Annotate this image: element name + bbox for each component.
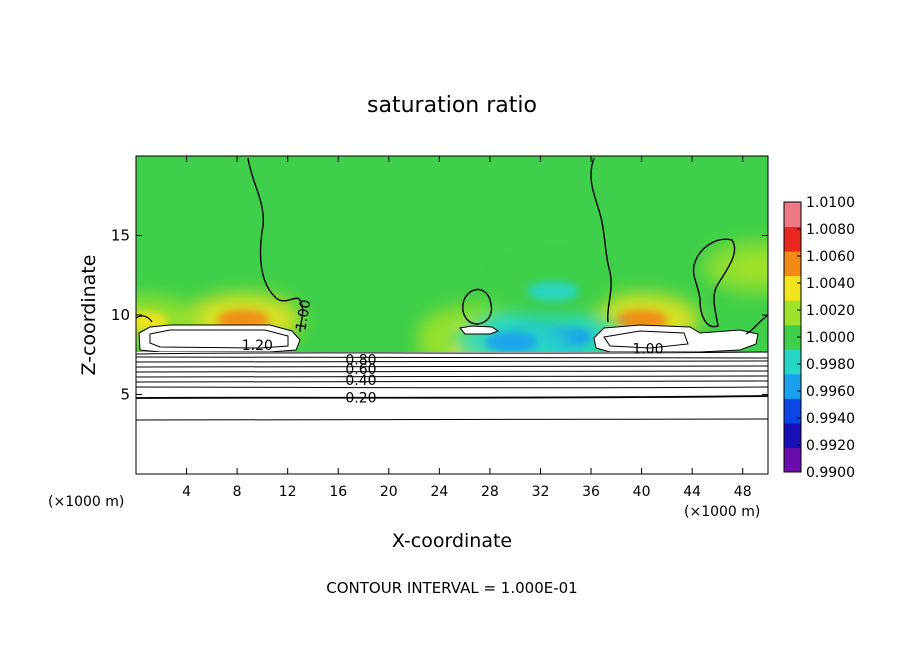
- y-tick-label: 15: [111, 227, 130, 245]
- plot-area: 1.20 1.00 1.00 0.800.600.40 0.20: [136, 156, 768, 474]
- colorbar-tick-label: 1.0000: [806, 330, 855, 346]
- anomaly-core: [615, 309, 668, 330]
- anomaly-core: [527, 281, 580, 302]
- colorbar-band: [784, 251, 801, 277]
- x-unit-label-right: (×1000 m): [684, 504, 760, 520]
- contour-line: [136, 351, 768, 355]
- colorbar-tick-label: 1.0100: [806, 195, 855, 211]
- anomaly-core: [735, 257, 768, 278]
- contour-line: [462, 288, 493, 325]
- y-tick-label: 5: [120, 386, 130, 404]
- contour-line: [590, 157, 612, 323]
- contour-line: [136, 380, 768, 383]
- x-axis: 4 8 12 16 20 24 28 32 36 40 44 48: [182, 156, 752, 500]
- colorbar-band: [784, 349, 801, 375]
- cloud-region-center: [459, 325, 500, 335]
- x-tick-label: 12: [279, 484, 297, 500]
- contour-line: [136, 395, 768, 399]
- colorbar-tick-label: 0.9940: [806, 411, 855, 427]
- contour-label: 0.40: [345, 373, 376, 389]
- colorbar-tick-label: 1.0040: [806, 276, 855, 292]
- contour-line: [745, 314, 768, 335]
- colorbar-tick-label: 1.0020: [806, 303, 855, 319]
- contour-label: 1.00: [293, 298, 314, 331]
- colorbar: 0.9900 0.9920 0.9940 0.9960 0.9980 1.0000 1.00…: [783, 195, 855, 481]
- colorbar-band: [784, 447, 801, 473]
- contour-line: [136, 370, 768, 373]
- x-tick-label: 36: [582, 484, 600, 500]
- y-tick-label: 10: [111, 306, 130, 324]
- x-tick-label: 32: [532, 484, 550, 500]
- colorbar-tick-label: 0.9960: [806, 384, 855, 400]
- warm-anomaly: [703, 241, 768, 294]
- contour-labels: 1.20 1.00 1.00 0.800.600.40 0.20: [242, 298, 664, 407]
- y-axis-title: Z-coordinate: [78, 255, 100, 376]
- contour-line: [692, 238, 736, 328]
- colorbar-band: [784, 324, 801, 350]
- contour-line: [136, 315, 153, 323]
- cloud-region-right-inner: [603, 330, 689, 349]
- colorbar-band: [784, 275, 801, 301]
- cold-anomaly: [495, 265, 612, 318]
- contour-line: [136, 360, 768, 363]
- colorbar-band: [784, 373, 801, 399]
- colorbar-band: [784, 226, 801, 252]
- contour-line: [136, 365, 768, 368]
- anomaly-core: [485, 332, 538, 353]
- contour-label: 0.60: [345, 362, 376, 378]
- contour-label: 1.20: [242, 338, 273, 354]
- x-tick-label: 4: [182, 484, 191, 500]
- colorbar-tick-label: 0.9980: [806, 357, 855, 373]
- contour-line: [247, 157, 304, 333]
- x-unit-label-left: (×1000 m): [48, 494, 124, 510]
- colorbar-tick-label: 1.0080: [806, 222, 855, 238]
- contour-interval-note: CONTOUR INTERVAL = 1.000E-01: [326, 579, 577, 597]
- lower-region: [136, 352, 768, 474]
- x-tick-label: 24: [430, 484, 448, 500]
- contour-label: 0.20: [345, 391, 376, 407]
- contour-line: [136, 418, 768, 421]
- colorbar-band: [784, 202, 801, 228]
- contour-line: [136, 386, 768, 389]
- colorbar-band: [784, 398, 801, 424]
- cloud-region-left: [138, 324, 301, 353]
- x-tick-label: 44: [683, 484, 701, 500]
- colorbar-band: [784, 300, 801, 326]
- colorbar-tick-label: 0.9900: [806, 465, 855, 481]
- cloud-regions: [138, 324, 759, 353]
- x-tick-label: 8: [233, 484, 242, 500]
- chart-title: saturation ratio: [367, 93, 537, 118]
- contour-line: [136, 356, 768, 359]
- contour-lines: [136, 157, 768, 421]
- x-tick-label: 48: [734, 484, 752, 500]
- colorbar-band: [784, 422, 801, 448]
- cloud-region-left-inner: [149, 329, 289, 349]
- x-tick-label: 20: [380, 484, 398, 500]
- colorbar-tick-label: 1.0060: [806, 249, 855, 265]
- x-tick-label: 28: [481, 484, 499, 500]
- contour-label: 0.80: [345, 353, 376, 369]
- x-tick-label: 40: [633, 484, 651, 500]
- y-axis: 5 10 15: [111, 227, 768, 404]
- contour-line: [136, 375, 768, 378]
- contour-label: 1.00: [632, 341, 663, 357]
- colorbar-tick-label: 0.9920: [806, 438, 855, 454]
- x-axis-title: X-coordinate: [392, 530, 512, 552]
- x-tick-label: 16: [329, 484, 347, 500]
